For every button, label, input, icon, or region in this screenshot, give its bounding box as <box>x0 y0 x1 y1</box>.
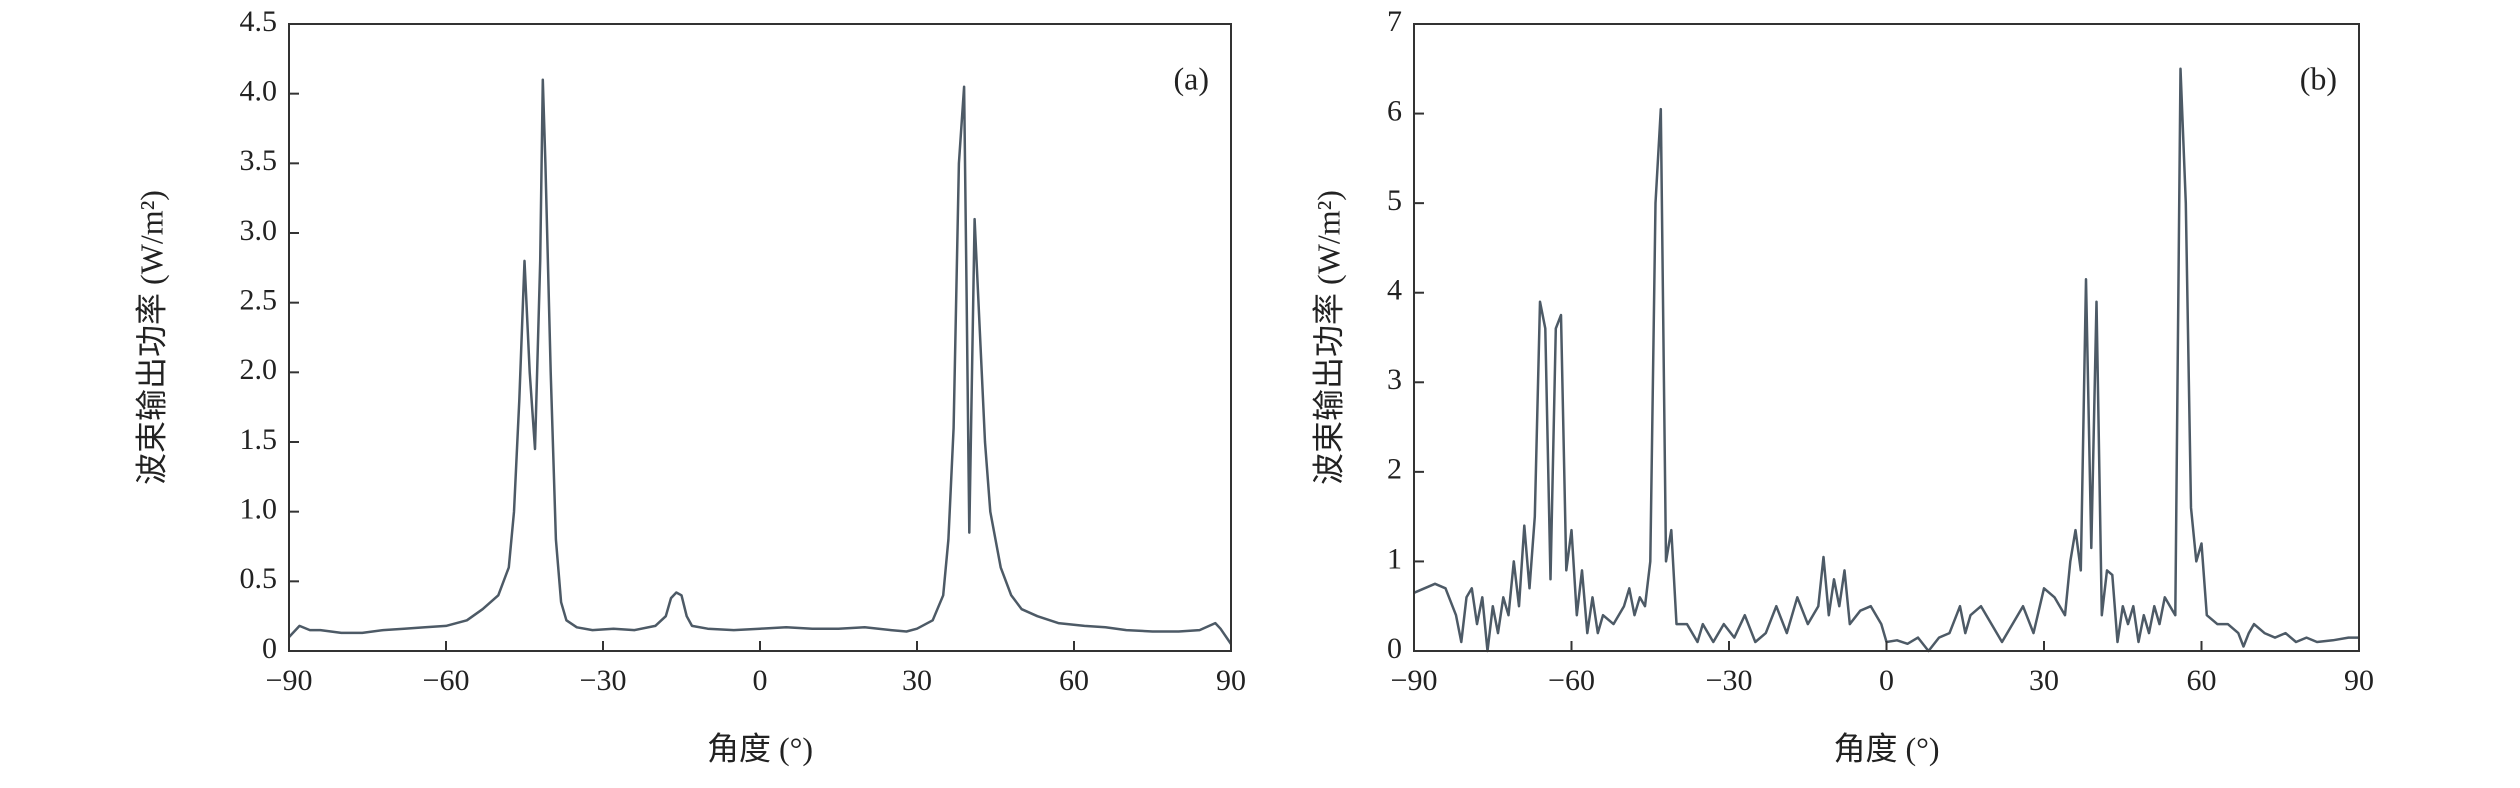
x-tick-label: −60 <box>1548 664 1595 697</box>
y-tick-label: 3 <box>1387 363 1402 396</box>
y-tick-label: 4 <box>1387 274 1402 307</box>
y-axis-label: 波束输出功率 (W/m²) <box>1310 190 1346 485</box>
y-tick-label: 6 <box>1387 94 1402 127</box>
x-tick-label: 90 <box>1216 664 1246 697</box>
y-tick-label: 1.0 <box>240 493 278 526</box>
y-tick-label: 2.0 <box>240 353 278 386</box>
x-tick-label: 0 <box>753 664 768 697</box>
y-tick-label: 1 <box>1387 542 1402 575</box>
y-tick-label: 4.0 <box>240 75 278 108</box>
plot-frame <box>288 23 1232 652</box>
y-axis-label: 波束输出功率 (W/m²) <box>133 190 169 485</box>
y-tick-label: 2 <box>1387 453 1402 486</box>
y-tick-label: 7 <box>1387 5 1402 38</box>
y-tick-label: 5 <box>1387 184 1402 217</box>
x-tick-label: −90 <box>1391 664 1438 697</box>
x-tick-label: 30 <box>902 664 932 697</box>
y-tick-label: 0 <box>1387 632 1402 665</box>
x-tick-label: −90 <box>266 664 313 697</box>
y-tick-label: 3.5 <box>240 144 278 177</box>
x-tick-label: 90 <box>2344 664 2374 697</box>
panel-annotation: (b) <box>2300 60 2337 96</box>
y-tick-label: 4.5 <box>240 5 278 38</box>
x-tick-label: 60 <box>1059 664 1089 697</box>
data-line <box>288 78 1233 645</box>
data-line <box>1413 67 2359 653</box>
x-axis-label: 角度 (°) <box>707 730 813 766</box>
x-tick-label: −30 <box>580 664 627 697</box>
y-tick-label: 0.5 <box>240 562 278 595</box>
x-axis-label: 角度 (°) <box>1833 730 1939 766</box>
x-tick-label: −30 <box>1706 664 1753 697</box>
x-tick-label: −60 <box>423 664 470 697</box>
y-tick-label: 0 <box>262 632 277 665</box>
y-tick-label: 2.5 <box>240 284 278 317</box>
y-tick-label: 3.0 <box>240 214 278 247</box>
x-tick-label: 30 <box>2029 664 2059 697</box>
panel-annotation: (a) <box>1173 60 1209 96</box>
x-tick-label: 60 <box>2187 664 2217 697</box>
y-tick-label: 1.5 <box>240 423 278 456</box>
x-tick-label: 0 <box>1879 664 1894 697</box>
